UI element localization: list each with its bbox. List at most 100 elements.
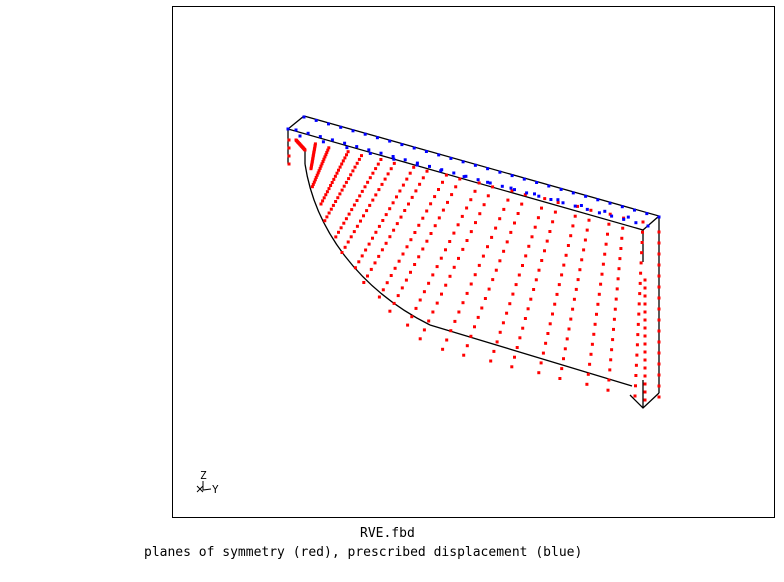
displacement-node [412,146,416,150]
displacement-node [500,184,504,188]
symmetry-node [395,222,399,226]
symmetry-node [537,268,541,272]
symmetry-node [433,224,437,228]
symmetry-node [352,230,356,234]
symmetry-node [482,203,486,207]
symmetry-node [321,160,325,163]
displacement-node [533,192,536,196]
displacement-node [584,194,588,198]
displacement-node [286,127,290,131]
symmetry-node [399,215,403,219]
symmetry-node [417,223,421,227]
symmetry-node [359,219,362,223]
symmetry-node [610,348,614,352]
displacement-node [439,169,443,173]
symmetry-node [614,297,618,301]
symmetry-node [319,202,323,206]
symmetry-node [532,288,536,291]
symmetry-node [437,216,441,220]
symmetry-node [476,315,480,319]
symmetry-node [465,291,469,295]
symmetry-node [529,297,533,301]
symmetry-node [563,347,567,351]
symmetry-node [425,239,429,243]
symmetry-node [608,368,612,372]
symmetry-node [418,337,422,341]
symmetry-node [317,169,321,173]
symmetry-node [414,306,418,310]
symmetry-node [657,340,661,344]
symmetry-node [358,194,362,198]
symmetry-node [374,193,378,197]
symmetry-node [439,256,443,260]
symmetry-node [400,286,404,290]
symmetry-node [498,330,502,334]
displacement-node [392,157,396,161]
axis-y-label: Y [212,483,219,496]
displacement-node [610,214,614,218]
symmetry-node [590,342,594,346]
displacement-node [510,174,514,178]
symmetry-node [537,371,541,375]
symmetry-node [413,231,417,234]
symmetry-node [343,245,347,249]
symmetry-node [351,169,355,173]
symmetry-node [657,263,661,267]
symmetry-node [498,259,502,263]
displacement-node [403,158,407,162]
symmetry-node [556,201,560,204]
symmetry-node [551,220,555,224]
symmetry-node [494,226,498,230]
symmetry-node [643,398,647,402]
symmetry-node [389,274,393,277]
symmetry-node [453,319,457,323]
symmetry-node [452,231,456,235]
symmetry-node [347,177,351,181]
symmetry-node [505,311,509,315]
symmetry-node [524,254,528,258]
symmetry-node [367,242,371,246]
symmetry-node [502,249,506,253]
symmetry-node [331,203,335,207]
symmetry-node [435,301,439,305]
displacement-node [391,155,395,158]
displacement-node [559,187,563,191]
symmetry-node [516,212,520,215]
symmetry-node [465,344,469,348]
symmetry-node [609,358,613,362]
symmetry-node [562,357,565,361]
symmetry-node [643,374,647,378]
displacement-node [603,209,607,213]
symmetry-node [377,295,381,299]
symmetry-node [643,382,647,386]
symmetry-node [583,238,587,242]
displacement-node [321,140,325,144]
symmetry-node [521,264,524,267]
symmetry-node [441,208,445,212]
symmetry-node [318,166,322,170]
symmetry-node [543,249,546,253]
symmetry-node [362,281,366,284]
viewport-frame [172,6,775,518]
symmetry-node [643,318,647,322]
symmetry-node [449,329,453,333]
symmetry-node [657,351,661,355]
displacement-node [462,175,466,179]
displacement-node [620,205,624,209]
symmetry-node [657,307,661,311]
symmetry-node [460,214,464,218]
symmetry-node [461,247,465,251]
displacement-node [547,184,551,188]
symmetry-node [612,327,615,331]
displacement-node [327,122,330,126]
symmetry-node [445,338,449,342]
symmetry-node [541,351,545,355]
symmetry-node [571,307,575,311]
symmetry-node [517,273,521,277]
symmetry-node [329,207,333,211]
symmetry-node [316,171,320,175]
symmetry-node [589,352,593,356]
symmetry-node [392,228,396,232]
symmetry-node [322,157,326,161]
